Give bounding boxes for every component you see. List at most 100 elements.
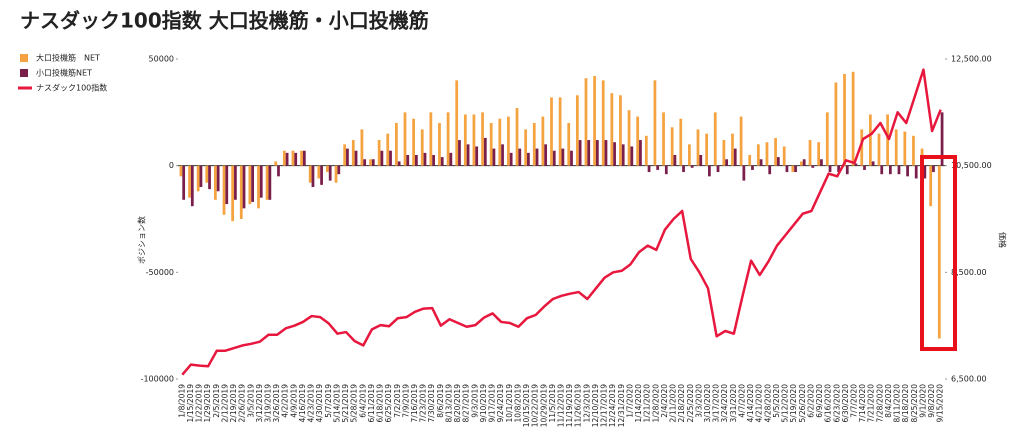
legend-swatch [18, 86, 32, 90]
x-tick-label: 5/26/2020 [798, 384, 807, 423]
bar [360, 129, 364, 166]
x-tick-label: 4/14/2020 [746, 384, 755, 423]
bar [222, 165, 226, 215]
bar [458, 140, 461, 166]
bar [662, 112, 665, 166]
bar [636, 116, 640, 166]
x-tick-label: 1/28/2020 [651, 384, 660, 423]
bar [182, 165, 186, 200]
x-tick-label: 12/31/2019 [617, 384, 626, 427]
bar [630, 146, 634, 166]
bar [190, 165, 194, 207]
bar [664, 165, 668, 175]
x-tick-label: 5/12/2020 [781, 384, 790, 423]
x-tick-label: 3/24/2020 [720, 384, 729, 423]
bar [317, 165, 321, 179]
bar [475, 146, 479, 166]
bar [868, 114, 872, 166]
x-tick-label: 10/29/2019 [539, 384, 548, 427]
bar [800, 161, 803, 166]
bar [544, 144, 548, 166]
x-tick-label: 6/30/2020 [841, 384, 850, 423]
x-tick-label: 2/5/2019 [212, 384, 221, 418]
bar [828, 165, 832, 173]
bar [653, 80, 657, 166]
bar [774, 137, 777, 166]
bar [656, 165, 660, 170]
bar [897, 165, 901, 175]
bar [722, 140, 726, 166]
x-tick-label: 2/26/2019 [238, 384, 247, 423]
x-tick-label: 7/23/2019 [419, 384, 428, 423]
bar [768, 165, 772, 175]
bar [248, 165, 252, 205]
bar [776, 157, 780, 166]
bar [860, 129, 864, 166]
bar [673, 155, 677, 166]
x-tick-label: 9/10/2019 [479, 384, 488, 423]
x-tick-label: 8/13/2019 [444, 384, 453, 423]
bar [639, 140, 642, 166]
x-tick-label: 9/1/2020 [918, 384, 927, 418]
x-tick-label: 10/1/2019 [505, 384, 514, 423]
bar [285, 152, 289, 166]
bar [259, 165, 263, 198]
x-tick-label: 3/19/2019 [263, 384, 272, 423]
x-tick-label: 12/3/2019 [582, 384, 591, 423]
x-tick-label: 8/18/2020 [901, 384, 910, 423]
x-tick-label: 9/3/2019 [470, 384, 479, 418]
x-tick-label: 5/19/2020 [789, 384, 798, 423]
y2-tick-label: 6,500.00 [951, 375, 987, 384]
bar [940, 112, 944, 166]
bar [483, 137, 487, 166]
x-tick-label: 1/8/2019 [177, 384, 186, 418]
y-tick-label: 0 [169, 161, 174, 170]
bar [699, 155, 703, 166]
bar [328, 165, 332, 181]
bar [179, 165, 183, 177]
bar [541, 116, 545, 166]
bar [782, 146, 786, 166]
x-tick-label: 6/2/2020 [806, 384, 815, 418]
y-tick-label: -50000 [146, 268, 174, 277]
bar [647, 165, 651, 173]
bar [274, 161, 278, 166]
x-tick-label: 3/12/2019 [255, 384, 264, 423]
y-tick-label: -100000 [141, 375, 174, 384]
bar [912, 135, 915, 166]
bar [886, 114, 889, 166]
bar [515, 108, 519, 166]
bar [337, 165, 341, 175]
x-tick-label: 12/24/2019 [608, 384, 617, 427]
bar [527, 152, 530, 166]
bar [880, 165, 884, 175]
x-tick-label: 1/21/2020 [643, 384, 652, 423]
bar [851, 71, 855, 166]
bar [214, 165, 217, 200]
bar [595, 140, 599, 166]
bar [386, 133, 390, 166]
bar [320, 165, 323, 185]
bar [196, 165, 200, 192]
bar [492, 148, 496, 166]
bar [552, 150, 556, 166]
bar [903, 131, 907, 166]
bar [587, 140, 591, 166]
bar [466, 144, 470, 166]
x-tick-label: 6/11/2019 [367, 384, 376, 423]
x-tick-label: 8/4/2020 [884, 384, 893, 418]
bar [326, 165, 329, 173]
bar [257, 165, 260, 209]
bar [208, 165, 211, 190]
bar [863, 165, 866, 170]
x-tick-label: 6/18/2019 [376, 384, 385, 423]
bar [613, 142, 616, 166]
bar [932, 165, 935, 173]
bar [199, 165, 203, 187]
x-tick-label: 3/10/2020 [703, 384, 712, 423]
x-tick-label: 8/11/2020 [893, 384, 902, 423]
bar [670, 127, 674, 166]
x-tick-label: 3/26/2019 [272, 384, 281, 423]
x-tick-label: 8/27/2019 [462, 384, 471, 423]
